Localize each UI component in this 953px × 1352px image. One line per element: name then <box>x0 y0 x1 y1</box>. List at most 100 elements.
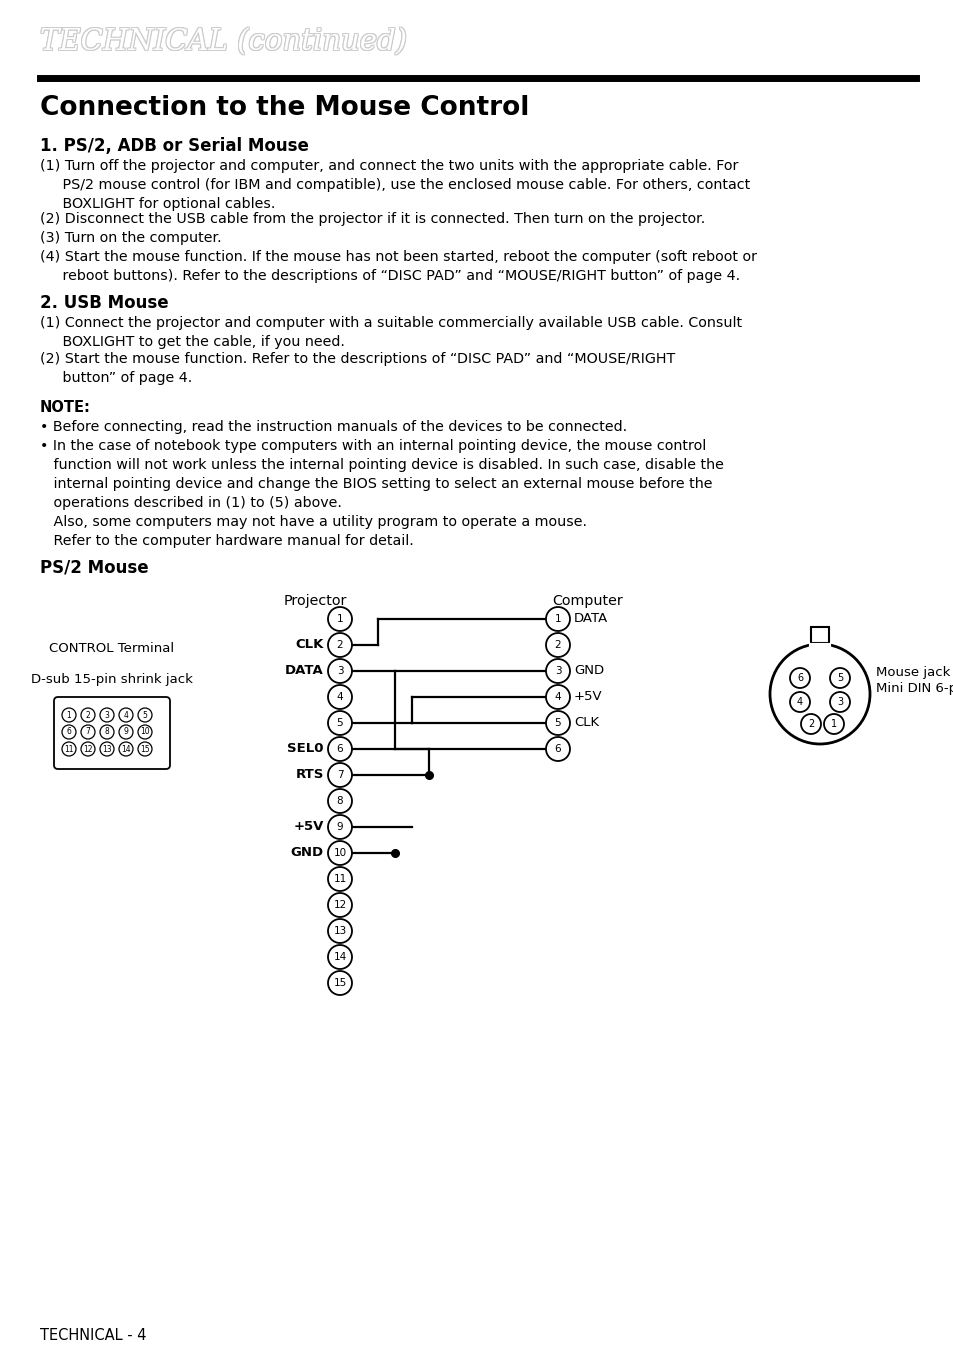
Text: TECHNICAL (continued): TECHNICAL (continued) <box>39 28 406 57</box>
Text: 11: 11 <box>333 873 346 884</box>
Text: (1) Connect the projector and computer with a suitable commercially available US: (1) Connect the projector and computer w… <box>40 316 741 349</box>
Circle shape <box>328 763 352 787</box>
Text: +5V: +5V <box>574 691 602 703</box>
Text: 2: 2 <box>336 639 343 650</box>
Circle shape <box>789 692 809 713</box>
Circle shape <box>62 742 76 756</box>
Circle shape <box>328 867 352 891</box>
Text: (4) Start the mouse function. If the mouse has not been started, reboot the comp: (4) Start the mouse function. If the mou… <box>40 250 757 284</box>
Text: (1) Turn off the projector and computer, and connect the two units with the appr: (1) Turn off the projector and computer,… <box>40 160 749 211</box>
Circle shape <box>138 725 152 740</box>
Text: 12: 12 <box>83 745 92 753</box>
Text: TECHNICAL (continued): TECHNICAL (continued) <box>41 27 408 55</box>
Text: CONTROL Terminal: CONTROL Terminal <box>50 642 174 656</box>
Text: 13: 13 <box>102 745 112 753</box>
Text: 9: 9 <box>124 727 129 737</box>
Circle shape <box>328 737 352 761</box>
Text: GND: GND <box>574 664 603 677</box>
Circle shape <box>328 815 352 840</box>
Text: TECHNICAL (continued): TECHNICAL (continued) <box>41 28 408 57</box>
Text: D-sub 15-pin shrink jack: D-sub 15-pin shrink jack <box>31 672 193 685</box>
Circle shape <box>829 692 849 713</box>
Text: Computer: Computer <box>552 594 622 608</box>
Circle shape <box>545 685 569 708</box>
Circle shape <box>119 725 132 740</box>
Text: 1: 1 <box>554 614 560 625</box>
Text: 8: 8 <box>336 796 343 806</box>
Text: 10: 10 <box>334 848 346 859</box>
Circle shape <box>100 725 113 740</box>
Text: DATA: DATA <box>574 612 608 626</box>
Circle shape <box>100 742 113 756</box>
Text: 2. USB Mouse: 2. USB Mouse <box>40 295 169 312</box>
Text: 7: 7 <box>336 771 343 780</box>
Text: 3: 3 <box>554 667 560 676</box>
Circle shape <box>801 714 821 734</box>
Circle shape <box>81 742 95 756</box>
Circle shape <box>789 668 809 688</box>
Text: PS/2 Mouse: PS/2 Mouse <box>40 558 149 577</box>
Text: 6: 6 <box>67 727 71 737</box>
Text: 5: 5 <box>336 718 343 727</box>
Text: +5V: +5V <box>294 821 324 833</box>
Text: 10: 10 <box>140 727 150 737</box>
Text: 4: 4 <box>124 711 129 719</box>
Text: (2) Start the mouse function. Refer to the descriptions of “DISC PAD” and “MOUSE: (2) Start the mouse function. Refer to t… <box>40 353 675 385</box>
Text: 4: 4 <box>336 692 343 702</box>
Text: 5: 5 <box>554 718 560 727</box>
Text: 5: 5 <box>836 673 842 683</box>
Text: 5: 5 <box>142 711 148 719</box>
Text: 12: 12 <box>333 900 346 910</box>
Text: 8: 8 <box>105 727 110 737</box>
Text: 4: 4 <box>554 692 560 702</box>
Circle shape <box>328 711 352 735</box>
Circle shape <box>769 644 869 744</box>
Text: Mini DIN 6-pin: Mini DIN 6-pin <box>875 681 953 695</box>
Text: TECHNICAL (continued): TECHNICAL (continued) <box>40 27 407 55</box>
Circle shape <box>328 894 352 917</box>
Circle shape <box>62 725 76 740</box>
Text: NOTE:: NOTE: <box>40 400 91 415</box>
Circle shape <box>328 971 352 995</box>
Circle shape <box>328 658 352 683</box>
Text: TECHNICAL (continued): TECHNICAL (continued) <box>41 28 408 55</box>
Circle shape <box>328 790 352 813</box>
Circle shape <box>545 658 569 683</box>
Text: GND: GND <box>291 846 324 860</box>
Text: 3: 3 <box>105 711 110 719</box>
Circle shape <box>545 711 569 735</box>
Circle shape <box>62 708 76 722</box>
Text: • Before connecting, read the instruction manuals of the devices to be connected: • Before connecting, read the instructio… <box>40 419 626 434</box>
Circle shape <box>829 668 849 688</box>
Circle shape <box>328 841 352 865</box>
Circle shape <box>119 742 132 756</box>
Circle shape <box>138 708 152 722</box>
Text: 6: 6 <box>554 744 560 754</box>
Text: 11: 11 <box>64 745 73 753</box>
Text: 6: 6 <box>796 673 802 683</box>
Text: 6: 6 <box>336 744 343 754</box>
Text: 1: 1 <box>830 719 836 729</box>
Text: 15: 15 <box>333 977 346 988</box>
Circle shape <box>328 685 352 708</box>
Text: CLK: CLK <box>574 717 598 730</box>
Text: SEL0: SEL0 <box>287 742 324 756</box>
Text: 3: 3 <box>336 667 343 676</box>
Text: 3: 3 <box>836 698 842 707</box>
Text: 4: 4 <box>796 698 802 707</box>
Text: RTS: RTS <box>295 768 324 781</box>
Circle shape <box>328 607 352 631</box>
Text: 9: 9 <box>336 822 343 831</box>
Bar <box>810 627 828 644</box>
Circle shape <box>328 919 352 942</box>
Circle shape <box>545 737 569 761</box>
Text: TECHNICAL (continued): TECHNICAL (continued) <box>39 27 406 55</box>
Text: 13: 13 <box>333 926 346 936</box>
Text: 14: 14 <box>333 952 346 963</box>
Circle shape <box>545 607 569 631</box>
Circle shape <box>823 714 843 734</box>
Circle shape <box>138 742 152 756</box>
Text: TECHNICAL (continued): TECHNICAL (continued) <box>39 28 406 55</box>
Circle shape <box>81 725 95 740</box>
Text: Connection to the Mouse Control: Connection to the Mouse Control <box>40 95 529 120</box>
